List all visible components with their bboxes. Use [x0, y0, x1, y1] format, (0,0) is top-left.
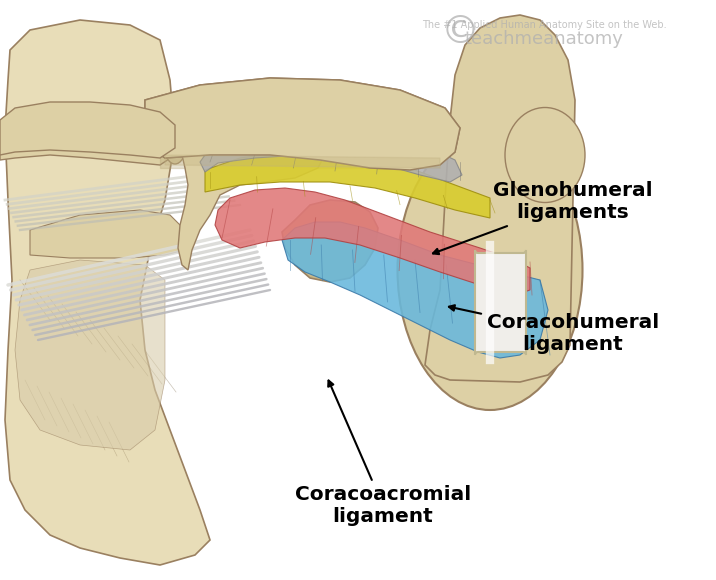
Text: teachmeanatomy: teachmeanatomy [465, 30, 624, 49]
Polygon shape [282, 222, 548, 358]
Polygon shape [165, 155, 440, 168]
Text: Glenohumeral
ligaments: Glenohumeral ligaments [433, 182, 652, 254]
Text: ©: © [441, 13, 480, 51]
Text: The #1 Applied Human Anatomy Site on the Web.: The #1 Applied Human Anatomy Site on the… [422, 20, 667, 30]
Ellipse shape [397, 130, 583, 410]
Polygon shape [178, 120, 328, 270]
Polygon shape [205, 152, 490, 218]
Polygon shape [0, 108, 175, 165]
Polygon shape [15, 260, 165, 450]
Polygon shape [30, 210, 185, 258]
Polygon shape [215, 188, 530, 295]
Text: Coracoacromial
ligament: Coracoacromial ligament [295, 380, 471, 526]
Polygon shape [5, 20, 210, 565]
Polygon shape [425, 15, 575, 382]
FancyBboxPatch shape [475, 250, 526, 355]
Polygon shape [145, 78, 460, 170]
Text: Coracohumeral
ligament: Coracohumeral ligament [449, 305, 659, 354]
Polygon shape [0, 102, 175, 158]
Ellipse shape [505, 107, 585, 202]
Polygon shape [282, 200, 378, 282]
Ellipse shape [164, 126, 186, 164]
Polygon shape [145, 78, 460, 170]
Polygon shape [200, 132, 462, 182]
